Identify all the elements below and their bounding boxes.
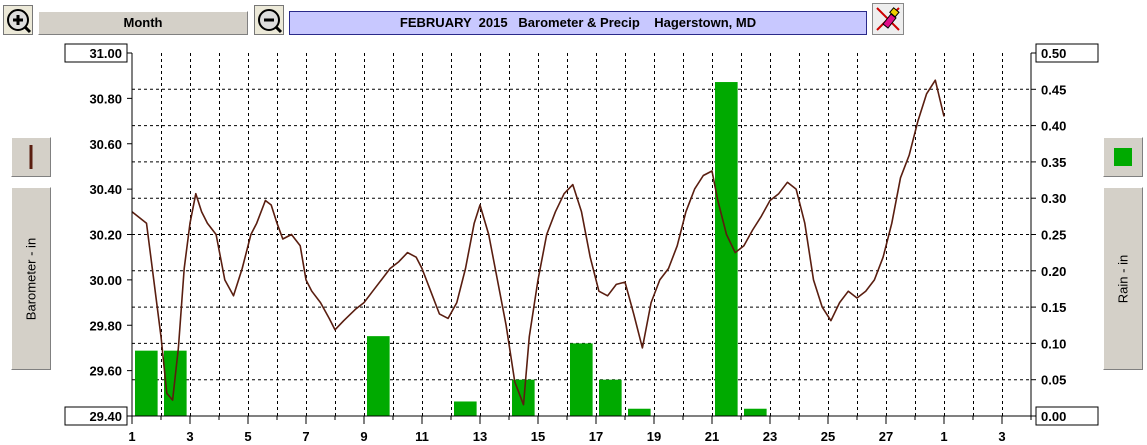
left-tick-label: 30.00 <box>89 273 122 288</box>
left-tick-label: 29.80 <box>89 318 122 333</box>
x-tick-label: 17 <box>589 429 603 444</box>
right-tick-label: 0.10 <box>1041 336 1066 351</box>
rain-bar <box>135 350 158 416</box>
barometer-line <box>131 79 945 406</box>
x-tick-label: 1 <box>940 429 947 444</box>
zoom-out-button[interactable] <box>254 5 284 35</box>
right-tick-label: 0.05 <box>1041 373 1066 388</box>
x-tick-label: 7 <box>302 429 309 444</box>
bar-swatch-icon <box>1114 148 1132 166</box>
right-tick-label: 0.50 <box>1041 46 1066 61</box>
left-tick-label: 29.40 <box>89 409 122 424</box>
rain-bar <box>628 408 651 416</box>
line-swatch-icon <box>29 145 33 169</box>
left-range-box <box>64 43 128 63</box>
rain-bar <box>164 350 187 416</box>
right-tick-label: 0.40 <box>1041 119 1066 134</box>
right-tick-label: 0.20 <box>1041 264 1066 279</box>
x-tick-label: 1 <box>128 429 135 444</box>
x-tick-label: 3 <box>186 429 193 444</box>
x-tick-label: 3 <box>998 429 1005 444</box>
paint-tool-button[interactable] <box>872 3 904 35</box>
right-range-box <box>1035 43 1099 63</box>
x-tick-label: 9 <box>360 429 367 444</box>
period-selector[interactable]: Month <box>38 11 248 35</box>
rain-bar <box>570 343 593 416</box>
zoom-in-icon <box>7 9 32 34</box>
left-tick-label: 30.20 <box>89 228 122 243</box>
rain-bar <box>599 379 622 416</box>
rain-bar <box>744 408 767 416</box>
x-tick-label: 11 <box>415 429 429 444</box>
x-tick-label: 27 <box>879 429 893 444</box>
left-range-box <box>64 406 128 426</box>
right-tick-label: 0.15 <box>1041 300 1066 315</box>
right-tick-label: 0.00 <box>1041 409 1066 424</box>
x-tick-label: 5 <box>244 429 251 444</box>
left-tick-label: 30.60 <box>89 137 122 152</box>
rain-bar <box>367 336 390 416</box>
left-tick-label: 31.00 <box>89 46 122 61</box>
paint-tool-icon <box>876 7 900 31</box>
rain-bar <box>715 82 738 416</box>
zoom-out-icon <box>258 9 283 34</box>
rain-legend-button[interactable] <box>1103 137 1143 177</box>
right-tick-label: 0.30 <box>1041 191 1066 206</box>
left-tick-label: 29.60 <box>89 364 122 379</box>
x-tick-label: 19 <box>647 429 661 444</box>
right-tick-label: 0.45 <box>1041 82 1066 97</box>
right-range-box <box>1035 406 1099 426</box>
x-tick-label: 23 <box>763 429 777 444</box>
barometer-legend-button[interactable] <box>11 137 51 177</box>
x-tick-label: 13 <box>473 429 487 444</box>
x-tick-label: 21 <box>705 429 719 444</box>
barometer-axis-button[interactable]: Barometer - in <box>11 187 51 370</box>
rain-bar <box>454 401 477 416</box>
x-tick-label: 15 <box>531 429 545 444</box>
left-tick-label: 30.80 <box>89 91 122 106</box>
zoom-in-button[interactable] <box>3 5 33 35</box>
rain-axis-button[interactable]: Rain - in <box>1103 187 1143 370</box>
right-tick-label: 0.25 <box>1041 228 1066 243</box>
right-tick-label: 0.35 <box>1041 155 1066 170</box>
x-tick-label: 25 <box>821 429 835 444</box>
left-tick-label: 30.40 <box>89 182 122 197</box>
chart-title: FEBRUARY 2015 Barometer & Precip Hagerst… <box>289 11 867 35</box>
